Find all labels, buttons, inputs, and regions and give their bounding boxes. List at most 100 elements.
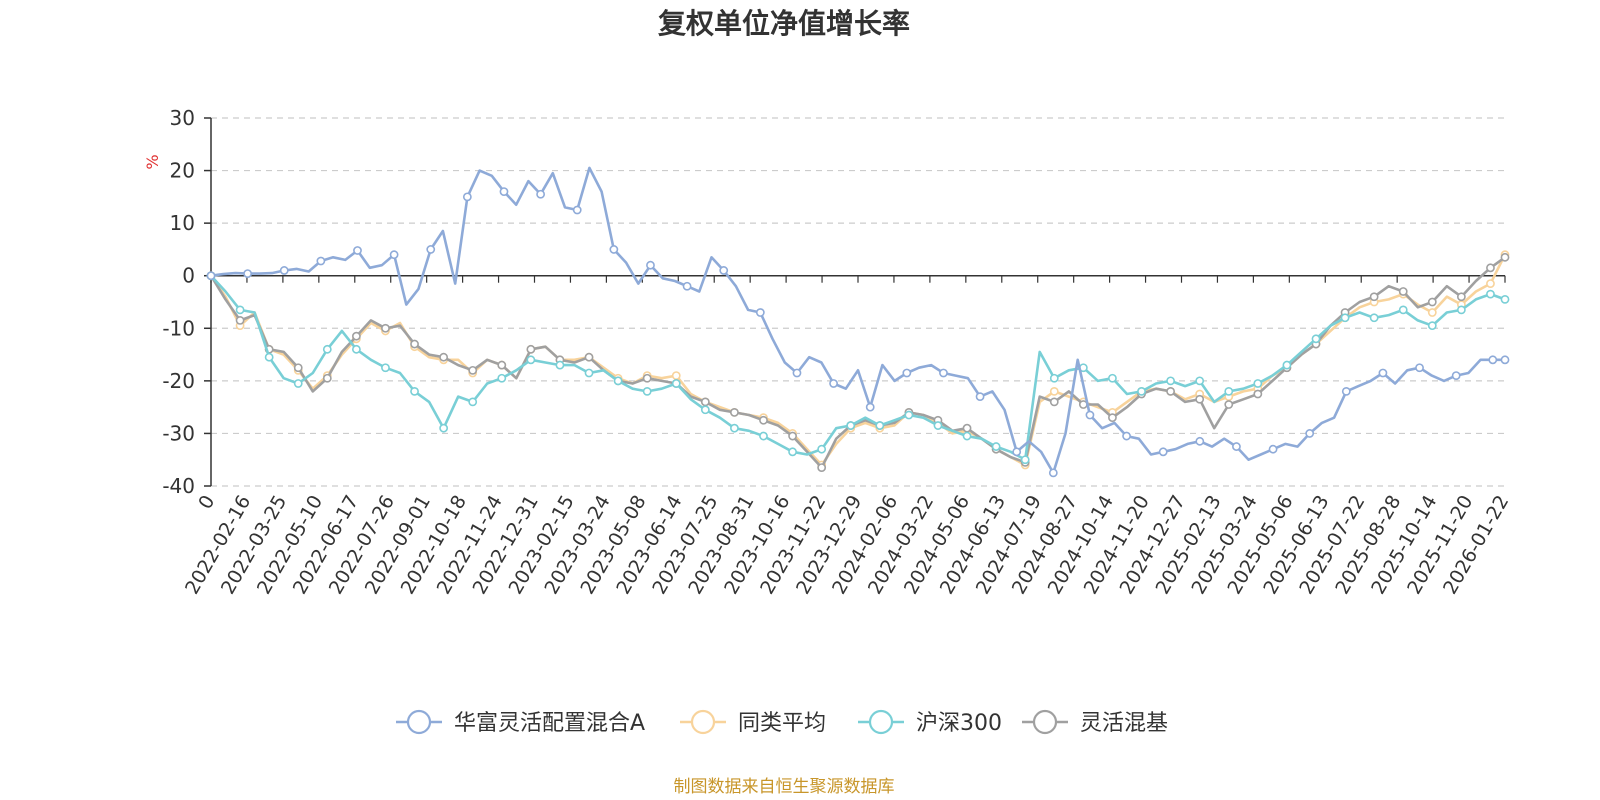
data-point [671, 379, 681, 388]
data-point [1108, 413, 1117, 423]
data-point [759, 415, 768, 425]
data-point [410, 386, 419, 396]
data-point [1341, 386, 1351, 396]
data-point [389, 250, 399, 260]
data-point [1108, 373, 1117, 383]
data-point [1049, 386, 1059, 396]
data-point [759, 431, 768, 441]
legend-marker-icon [868, 709, 894, 735]
data-point [792, 368, 802, 378]
legend-item[interactable]: 灵活混基 [1022, 709, 1168, 736]
data-point [468, 397, 478, 407]
data-point [584, 368, 594, 378]
y-tick-label: 0 [182, 264, 195, 288]
series-group [206, 271, 1510, 465]
y-tick-label: -10 [162, 316, 195, 340]
legend-marker-icon [690, 709, 716, 735]
data-point [1158, 447, 1168, 457]
data-point [1456, 292, 1466, 302]
data-point [788, 431, 797, 441]
data-point [962, 431, 972, 441]
data-point [613, 376, 623, 386]
data-point [1048, 468, 1058, 478]
data-point [235, 305, 245, 315]
y-tick-label: -20 [162, 369, 195, 393]
data-point [1049, 397, 1059, 407]
legend-marker-icon [1032, 709, 1058, 735]
data-point [1378, 368, 1388, 378]
legend-item[interactable]: 沪深300 [858, 709, 1002, 736]
data-point [497, 373, 507, 383]
data-point [1268, 444, 1278, 454]
data-point [846, 421, 856, 430]
data-point [646, 260, 655, 270]
x-tick-label: 0 [194, 492, 219, 513]
data-point [381, 363, 390, 373]
data-point [1486, 263, 1495, 273]
data-point [584, 352, 594, 362]
data-point [1166, 386, 1175, 396]
legend: 华富灵活配置混合A 同类平均 沪深300 灵活混基 [396, 709, 1168, 736]
data-point [700, 405, 710, 415]
data-point [1020, 455, 1030, 465]
data-point [700, 397, 710, 407]
data-point [755, 308, 765, 317]
data-point [1340, 313, 1350, 323]
data-point [1137, 386, 1146, 396]
data-point [1427, 297, 1437, 307]
data-point [1282, 360, 1292, 370]
data-point [904, 410, 914, 420]
data-point [426, 245, 436, 254]
data-point [975, 392, 985, 402]
data-point [526, 355, 536, 365]
y-axis-unit-label: % [143, 154, 162, 169]
data-point [322, 373, 332, 383]
data-point [293, 363, 303, 373]
legend-item[interactable]: 同类平均 [680, 709, 826, 736]
data-point [1486, 289, 1495, 299]
data-point [642, 373, 652, 383]
data-point [730, 423, 739, 433]
data-point [1305, 429, 1315, 438]
data-point [642, 386, 652, 396]
data-point [1253, 389, 1263, 399]
y-tick-label: 30 [170, 106, 195, 130]
data-point [1500, 252, 1510, 262]
data-point [1224, 386, 1234, 396]
data-point [1195, 436, 1205, 446]
data-point [1427, 321, 1437, 331]
data-point [902, 368, 912, 378]
data-point [1122, 431, 1131, 441]
data-point [322, 344, 332, 354]
data-point [1500, 294, 1510, 304]
data-point [279, 266, 289, 275]
data-point [555, 360, 565, 370]
axes-layer: 3020100-10-20-30-4002022-02-162022-03-25… [162, 106, 1513, 598]
data-point [682, 281, 692, 291]
data-point [1253, 379, 1263, 388]
data-point [1488, 355, 1498, 365]
data-point [1500, 355, 1510, 365]
data-point [351, 344, 361, 354]
data-point [1427, 308, 1437, 317]
series-group [206, 250, 1510, 470]
y-tick-label: -40 [162, 474, 195, 498]
legend-item[interactable]: 华富灵活配置混合A [396, 709, 645, 736]
data-point [1166, 376, 1175, 386]
data-point [353, 246, 362, 255]
data-point [264, 352, 274, 362]
data-point [730, 407, 739, 417]
grid-layer [211, 117, 1505, 487]
data-point [439, 423, 449, 433]
data-point [609, 245, 619, 254]
data-point [497, 360, 507, 370]
legend-marker-icon [406, 709, 432, 735]
data-point [243, 269, 253, 279]
data-point [206, 271, 216, 281]
data-point [1451, 371, 1461, 380]
legend-label: 沪深300 [916, 711, 1002, 736]
data-point [1049, 373, 1059, 383]
data-point [351, 331, 361, 341]
data-point [293, 379, 303, 388]
data-point [462, 192, 472, 202]
